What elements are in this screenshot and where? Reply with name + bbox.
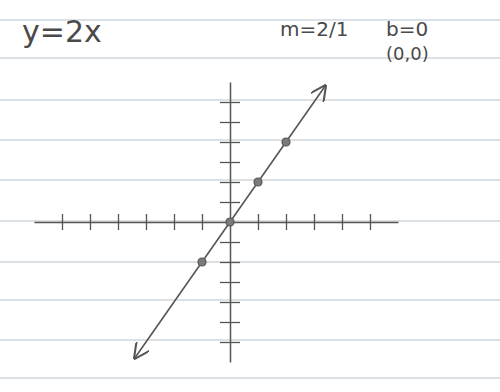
x-tick [90,214,91,230]
y-tick [220,282,240,283]
annotation: m=2/1 [280,17,348,41]
point [282,138,290,146]
x-tick [174,214,175,230]
paper-line [0,299,500,300]
paper-line [0,220,500,221]
y-axis [220,83,240,363]
y-tick [220,262,240,263]
x-tick-mark [202,214,203,230]
paper-line [0,339,500,340]
paper-lines [0,20,500,378]
x-tick [62,214,63,230]
point [198,258,206,266]
annotation: (0,0) [386,43,429,64]
y-tick-mark [220,162,240,163]
x-tick [258,214,259,230]
y-tick [220,242,240,243]
title: y=2x [22,14,102,49]
y-tick-mark [220,122,240,123]
x-tick-mark [342,214,343,230]
x-axis [35,214,399,230]
y-tick-mark [220,302,240,303]
x-tick-mark [370,214,371,230]
x-tick [342,214,343,230]
paper-line [0,179,500,180]
x-tick [314,214,315,230]
x-axis-line [35,222,399,224]
point [226,218,234,226]
x-tick-mark [146,214,147,230]
y-tick [220,202,240,203]
line [135,86,325,358]
y-tick [220,102,240,103]
y-tick [220,162,240,163]
x-tick [286,214,287,230]
y-tick [220,342,240,343]
paper-line [0,139,500,140]
x-tick-mark [62,214,63,230]
y-tick [220,302,240,303]
y-tick [220,122,240,123]
x-tick-mark [258,214,259,230]
x-tick-mark [118,214,119,230]
y-tick-mark [220,102,240,103]
x-tick [146,214,147,230]
x-tick-mark [286,214,287,230]
y-tick [220,322,240,323]
x-tick [118,214,119,230]
x-tick-mark [90,214,91,230]
y-tick-mark [220,342,240,343]
x-tick [370,214,371,230]
y-tick-mark [220,242,240,243]
x-tick-mark [314,214,315,230]
y-tick-mark [220,202,240,203]
y-tick-mark [220,322,240,323]
paper-line [0,377,500,378]
chart: y=2x m=2/1 b=0(0,0) [0,0,500,392]
x-tick [202,214,203,230]
annotation: b=0 [386,17,428,41]
y-tick-mark [220,262,240,263]
y-tick [220,142,240,143]
plot-area [135,86,325,358]
y-tick-mark [220,282,240,283]
paper-line [0,261,500,262]
x-tick-mark [174,214,175,230]
y-tick [220,182,240,183]
point [254,178,262,186]
paper-line [0,99,500,100]
y-tick-mark [220,142,240,143]
y-tick-mark [220,182,240,183]
